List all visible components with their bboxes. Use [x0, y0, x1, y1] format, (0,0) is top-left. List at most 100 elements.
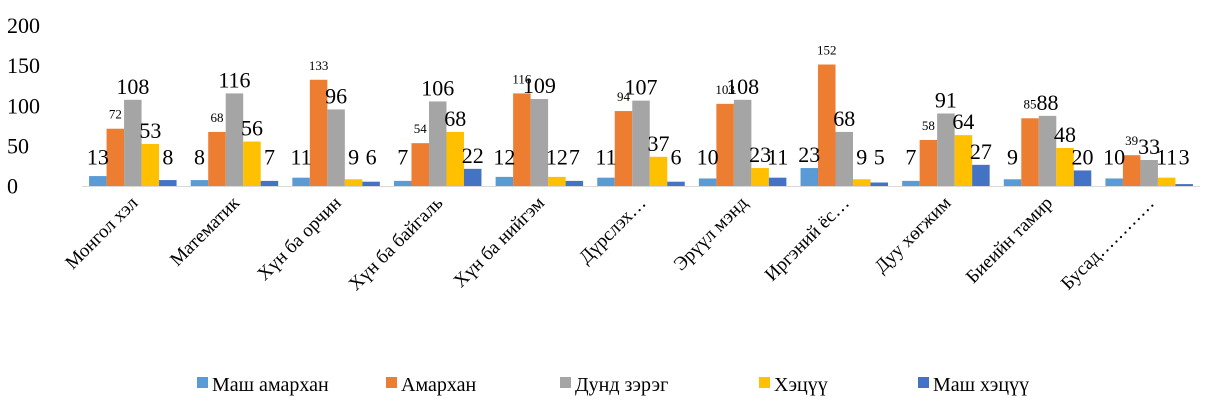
data-label: 56	[241, 116, 263, 141]
legend-swatch	[197, 377, 208, 388]
bar	[835, 131, 854, 187]
data-label: 108	[726, 74, 759, 99]
bar	[565, 180, 584, 187]
data-label: 23	[798, 142, 820, 167]
bar	[208, 131, 226, 187]
data-label: 103	[715, 82, 735, 97]
bar	[1056, 147, 1074, 187]
x-category-label: Хүн ба байгаль	[345, 192, 448, 295]
bar	[1021, 118, 1039, 187]
bar	[818, 64, 836, 187]
data-label: 22	[462, 143, 484, 168]
bar	[1175, 184, 1193, 187]
legend: Маш амархан Амархан Дунд зэрэг Хэцүү Маш хэц…	[197, 374, 1029, 396]
bar	[698, 178, 717, 187]
data-label: 107	[625, 75, 658, 100]
bar	[513, 93, 531, 187]
bar	[1003, 179, 1022, 187]
x-category-label: Биеийн тамир	[962, 193, 1057, 288]
legend-label: Хэцүү	[774, 374, 828, 396]
bar	[463, 168, 482, 187]
bar	[548, 176, 566, 187]
data-label: 94	[617, 89, 631, 104]
data-label: 116	[512, 71, 532, 86]
x-category-label: Дуу хөгжим	[871, 193, 956, 278]
data-label: 96	[325, 83, 347, 108]
data-label: 10	[697, 145, 719, 170]
bar	[89, 176, 107, 187]
data-label: 91	[935, 87, 957, 112]
legend-label: Маш амархан	[212, 374, 329, 396]
data-label: 152	[817, 43, 837, 58]
data-label: 33	[1138, 134, 1160, 159]
data-label: 11	[290, 145, 311, 170]
data-label: 9	[856, 145, 867, 170]
bar	[937, 113, 955, 187]
data-label: 10	[1103, 145, 1125, 170]
data-label: 54	[414, 121, 428, 136]
x-category-label: Иргэний ёс…	[761, 193, 854, 286]
x-category-label: Дүрслэх…	[575, 193, 651, 269]
data-label: 9	[348, 145, 359, 170]
data-label: 37	[648, 131, 670, 156]
bar	[243, 141, 261, 187]
x-category-label: Хүн ба орчин	[253, 193, 345, 285]
bar	[649, 156, 668, 187]
bar	[495, 176, 514, 187]
bar	[1122, 155, 1141, 187]
bar	[972, 164, 990, 187]
y-tick-label: 100	[7, 93, 40, 118]
x-category-label: Бусад…………	[1057, 193, 1159, 295]
data-label: 23	[749, 142, 771, 167]
x-category-label: Хүн ба нийгэм	[450, 193, 549, 292]
data-label: 68	[833, 106, 855, 131]
data-label: 20	[1072, 144, 1094, 169]
bar	[106, 128, 125, 187]
bar	[190, 180, 209, 187]
bar	[309, 79, 328, 187]
legend-label: Дунд зэрэг	[575, 374, 668, 396]
data-label: 7	[264, 145, 275, 170]
data-label: 72	[109, 107, 122, 122]
bar	[632, 100, 650, 187]
bar	[1105, 178, 1123, 187]
legend-swatch	[759, 377, 770, 388]
bar	[614, 111, 633, 187]
bar	[1073, 170, 1092, 187]
legend-label: Амархан	[401, 374, 476, 396]
data-label: 12	[493, 145, 515, 170]
data-label: 9	[1007, 145, 1018, 170]
data-label: 106	[421, 75, 454, 100]
y-axis: 0 50 100 150 200	[7, 13, 40, 199]
y-tick-label: 50	[7, 133, 29, 158]
data-label: 108	[116, 74, 149, 99]
x-category-label: Математик	[166, 192, 244, 270]
data-label: 5	[874, 145, 885, 170]
data-label: 7	[905, 145, 916, 170]
bar	[428, 101, 447, 187]
bar	[1140, 160, 1158, 187]
data-label: 7	[569, 145, 580, 170]
data-label: 39	[1125, 133, 1138, 148]
y-tick-label: 150	[7, 53, 40, 78]
bar	[225, 93, 244, 187]
bar	[530, 99, 549, 187]
bar	[733, 99, 752, 187]
bar	[411, 143, 429, 187]
bar	[751, 168, 769, 187]
bar	[853, 179, 871, 187]
data-label: 11	[595, 145, 616, 170]
data-label: 109	[523, 73, 556, 98]
data-label: 64	[952, 109, 974, 134]
data-label: 3	[1179, 145, 1190, 170]
bar	[159, 180, 177, 187]
bar	[954, 135, 973, 187]
data-label: 13	[87, 145, 109, 170]
bar	[902, 180, 920, 187]
bar	[768, 177, 787, 187]
bar	[597, 177, 615, 187]
bars	[89, 64, 1193, 187]
bar	[667, 181, 685, 187]
data-label: 85	[1024, 96, 1037, 111]
